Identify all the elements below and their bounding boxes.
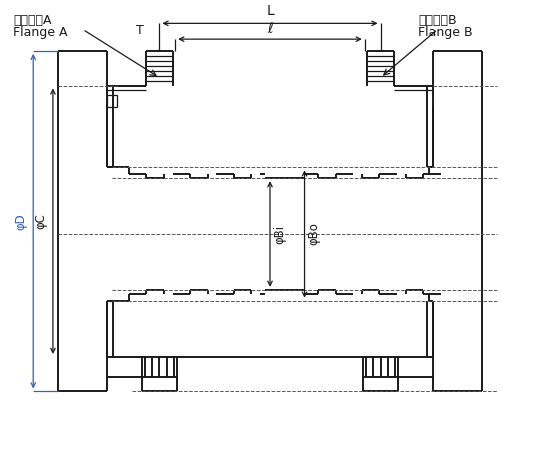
Text: φD: φD — [14, 213, 28, 230]
Text: Flange B: Flange B — [418, 26, 472, 39]
Text: φBi: φBi — [273, 225, 286, 243]
Bar — [107, 95, 117, 107]
Text: フランジA: フランジA — [14, 14, 52, 27]
Text: Flange A: Flange A — [14, 26, 68, 39]
Text: T: T — [136, 24, 144, 37]
Text: ℓ: ℓ — [267, 22, 273, 36]
Text: フランジB: フランジB — [418, 14, 457, 27]
Text: φBo: φBo — [307, 223, 321, 245]
Text: φC: φC — [34, 213, 47, 229]
Text: L: L — [266, 4, 274, 18]
